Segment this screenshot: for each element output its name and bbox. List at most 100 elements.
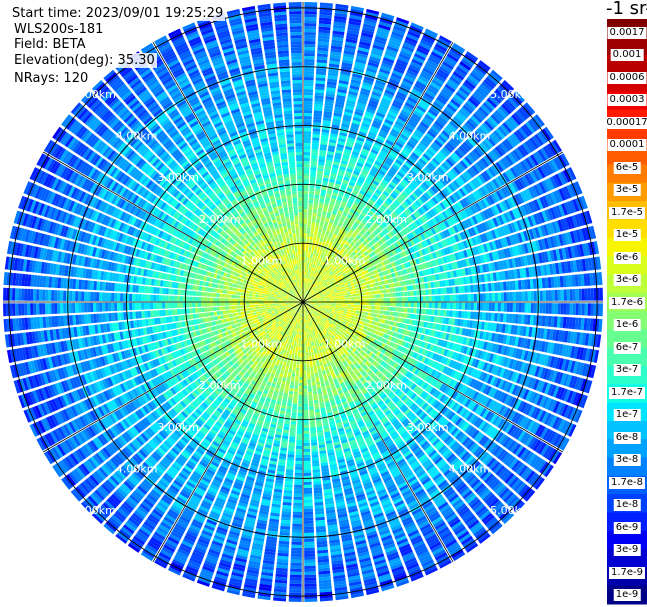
ppi-cell xyxy=(303,194,309,198)
ppi-cell xyxy=(554,289,558,301)
ppi-cell xyxy=(353,170,360,176)
ppi-cell xyxy=(335,305,339,308)
ppi-cell xyxy=(479,284,483,292)
ppi-cell xyxy=(315,86,325,91)
ppi-cell xyxy=(356,227,362,232)
ppi-cell xyxy=(334,218,340,223)
ppi-cell xyxy=(308,275,310,279)
ppi-cell xyxy=(385,116,395,123)
ppi-cell xyxy=(347,304,351,307)
ppi-cell xyxy=(369,185,376,191)
ppi-cell xyxy=(371,47,384,54)
ppi-cell xyxy=(327,187,333,192)
ppi-cell xyxy=(346,214,353,219)
ppi-cell xyxy=(408,94,420,102)
ppi-cell xyxy=(368,58,380,65)
ppi-cell xyxy=(386,293,390,298)
ppi-cell xyxy=(455,310,459,318)
ppi-cell xyxy=(436,71,448,80)
ppi-cell xyxy=(350,176,358,182)
ppi-cell xyxy=(355,208,362,214)
ppi-cell xyxy=(304,290,307,294)
ppi-cell xyxy=(434,73,446,83)
ppi-cell xyxy=(355,287,359,291)
ppi-cell xyxy=(377,298,381,302)
ppi-cell xyxy=(433,76,445,85)
ppi-cell xyxy=(360,87,371,94)
ppi-cell xyxy=(348,198,355,203)
ppi-cell xyxy=(307,218,312,222)
ppi-cell xyxy=(482,293,486,302)
ppi-cell xyxy=(384,89,395,97)
ppi-cell xyxy=(303,296,305,300)
ppi-cell xyxy=(351,122,360,128)
ppi-cell xyxy=(405,143,414,152)
ppi-cell xyxy=(341,297,345,300)
ppi-cell xyxy=(385,139,394,146)
ppi-cell xyxy=(327,72,339,77)
ppi-cell xyxy=(459,61,472,71)
ppi-cell xyxy=(308,248,312,252)
ppi-cell xyxy=(322,177,329,182)
ppi-cell xyxy=(352,224,358,229)
ppi-cell xyxy=(357,206,364,212)
ppi-cell xyxy=(518,303,522,313)
ppi-cell xyxy=(303,131,312,135)
ppi-cell xyxy=(315,83,325,88)
ppi-cell xyxy=(332,192,338,197)
ppi-cell xyxy=(322,272,326,277)
ppi-cell xyxy=(335,6,349,12)
ppi-cell xyxy=(369,56,381,62)
ppi-cell xyxy=(389,297,393,302)
ppi-cell xyxy=(380,100,390,108)
ppi-cell xyxy=(315,80,326,85)
ppi-cell xyxy=(418,123,428,132)
ppi-cell xyxy=(440,295,444,302)
ppi-cell xyxy=(449,310,453,317)
ppi-cell xyxy=(407,30,421,39)
ppi-cell xyxy=(309,191,315,195)
ppi-cell xyxy=(306,281,309,285)
ppi-cell xyxy=(345,142,354,148)
ppi-cell xyxy=(303,266,305,270)
ppi-cell xyxy=(332,295,336,298)
ppi-cell xyxy=(303,251,306,255)
ppi-cell xyxy=(347,239,352,244)
ppi-cell xyxy=(362,305,366,309)
ppi-cell xyxy=(365,291,369,296)
ppi-ray xyxy=(303,42,466,302)
ppi-cell xyxy=(303,284,305,288)
ppi-cell xyxy=(340,185,347,190)
ppi-cell xyxy=(318,270,321,274)
ppi-cell xyxy=(389,131,399,138)
ppi-cell xyxy=(358,224,364,230)
ppi-cell xyxy=(352,310,357,313)
ppi-cell xyxy=(357,99,367,105)
ppi-cell xyxy=(442,61,454,70)
ppi-cell xyxy=(440,63,453,73)
ppi-cell xyxy=(398,154,407,161)
ppi-cell xyxy=(357,46,370,53)
ppi-cell xyxy=(310,254,313,258)
ppi-cell xyxy=(395,307,399,312)
ppi-cell xyxy=(343,114,352,120)
ppi-cell xyxy=(311,283,314,287)
ppi-cell xyxy=(560,289,564,301)
ppi-cell xyxy=(360,170,368,177)
ppi-cell xyxy=(539,290,543,301)
ppi-cell xyxy=(307,278,310,282)
ppi-cell xyxy=(349,85,360,91)
ppi-cell xyxy=(305,281,308,285)
ppi-cell xyxy=(364,14,378,21)
ppi-cell xyxy=(374,298,378,302)
ppi-cell xyxy=(503,302,507,312)
ppi-cell xyxy=(304,11,317,15)
ppi-cell xyxy=(423,116,433,125)
ppi-cell xyxy=(422,308,426,315)
ppi-cell xyxy=(372,44,385,51)
ppi-cell xyxy=(333,220,339,226)
ppi-cell xyxy=(402,44,415,53)
ppi-cell xyxy=(427,86,438,96)
ppi-cell xyxy=(359,173,367,179)
ppi-cell xyxy=(333,258,337,263)
